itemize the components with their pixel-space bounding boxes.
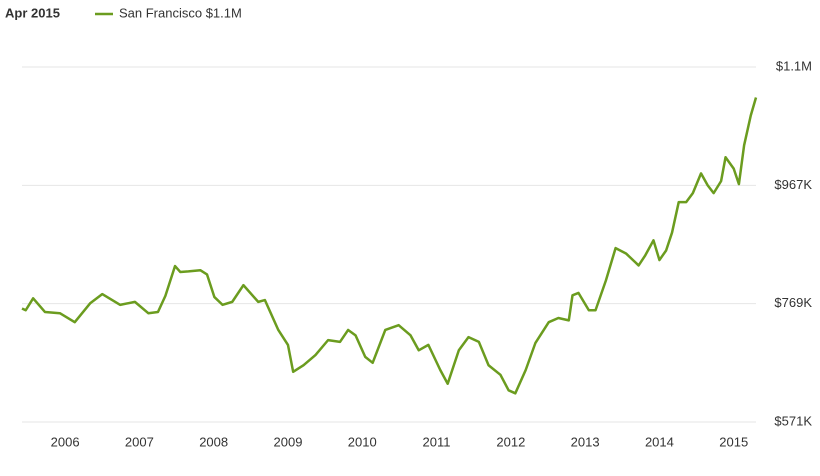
x-tick-label: 2006 <box>51 434 80 449</box>
x-tick-label: 2010 <box>348 434 377 449</box>
chart-title: Apr 2015 <box>5 5 60 20</box>
y-tick-label: $967K <box>774 177 812 192</box>
series-line <box>21 97 758 395</box>
x-tick-label: 2009 <box>274 434 303 449</box>
x-tick-label: 2015 <box>719 434 748 449</box>
legend-label: San Francisco $1.1M <box>119 5 242 20</box>
x-tick-label: 2014 <box>645 434 674 449</box>
x-tick-label: 2007 <box>125 434 154 449</box>
x-tick-label: 2012 <box>496 434 525 449</box>
x-tick-label: 2013 <box>571 434 600 449</box>
y-tick-label: $1.1M <box>776 58 812 73</box>
y-tick-label: $571K <box>774 413 812 428</box>
x-tick-label: 2011 <box>423 434 451 449</box>
x-tick-label: 2008 <box>199 434 228 449</box>
y-tick-label: $769K <box>774 295 812 310</box>
